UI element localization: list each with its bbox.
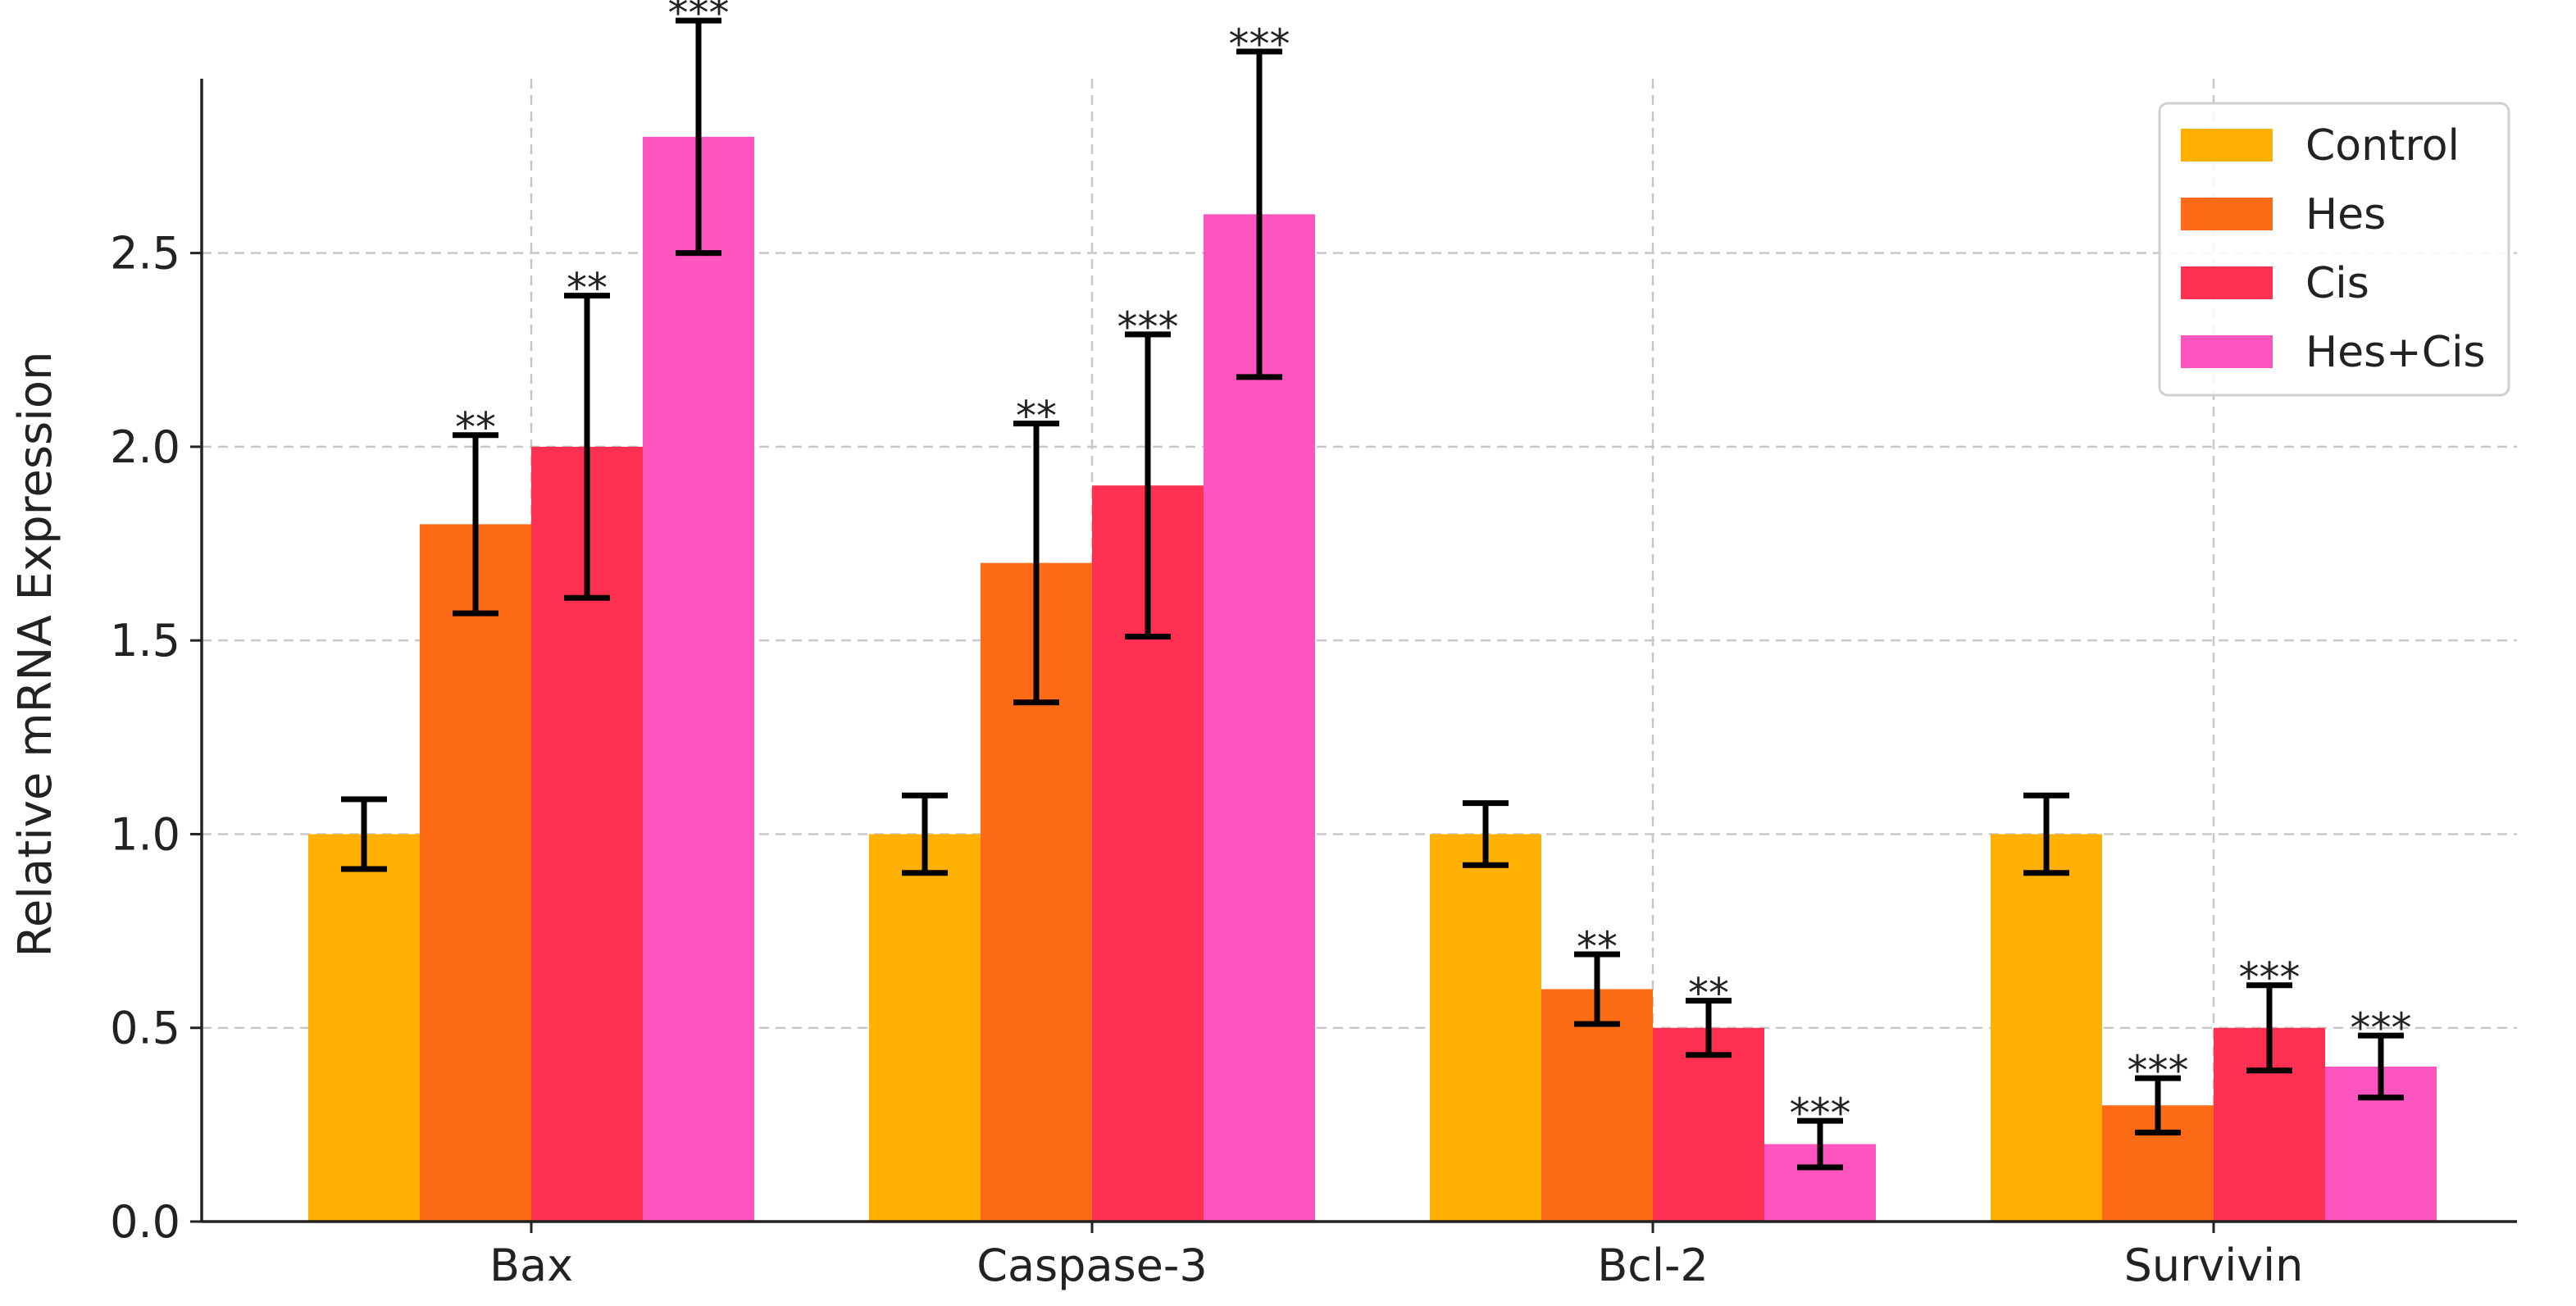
- bar: [1430, 834, 1541, 1222]
- significance-label: ***: [1117, 303, 1179, 351]
- bar: [1541, 989, 1653, 1222]
- legend-label: Cis: [2305, 259, 2369, 308]
- significance-label: **: [1577, 923, 1618, 971]
- y-tick-label: 0.0: [110, 1196, 180, 1248]
- significance-label: ***: [668, 0, 730, 37]
- significance-labels: ** ************** ***************: [455, 0, 2412, 1137]
- y-tick-label: 0.5: [110, 1003, 180, 1054]
- legend-swatch: [2181, 129, 2273, 162]
- bar: [420, 524, 531, 1222]
- legend-label: Hes: [2305, 190, 2386, 239]
- bar: [869, 834, 981, 1222]
- x-tick-label: Caspase-3: [976, 1240, 1208, 1291]
- legend: Control Hes Cis Hes+Cis: [2158, 102, 2510, 397]
- legend-swatch: [2181, 335, 2273, 368]
- significance-label: **: [455, 404, 496, 452]
- bars: [308, 136, 2437, 1222]
- significance-label: ***: [1790, 1090, 1851, 1137]
- y-axis-label: Relative mRNA Expression: [9, 351, 62, 957]
- legend-frame: [2158, 102, 2510, 397]
- bar: [308, 834, 420, 1222]
- y-tick-label: 2.0: [110, 421, 180, 473]
- x-tick-label: Survivin: [2124, 1240, 2304, 1291]
- significance-label: **: [1688, 970, 1729, 1017]
- x-tick-label: Bcl-2: [1597, 1240, 1709, 1291]
- legend-label: Control: [2305, 121, 2460, 171]
- legend-label: Hes+Cis: [2305, 328, 2486, 377]
- tick-labels: 0.0 0.5 1.0 1.5 2.0 2.5 Bax Caspase-3 Bcl-2 Survi…: [110, 228, 2303, 1291]
- significance-label: **: [1016, 393, 1057, 440]
- significance-label: ***: [2351, 1004, 2412, 1052]
- bar: [643, 136, 754, 1222]
- significance-label: ***: [1229, 20, 1290, 68]
- bar: [1204, 214, 1315, 1222]
- significance-label: ***: [2239, 954, 2301, 1002]
- bar: [1653, 1027, 1764, 1222]
- error-bars: [341, 17, 2404, 1171]
- y-tick-label: 2.5: [110, 228, 180, 280]
- x-tick-label: Bax: [489, 1240, 573, 1291]
- bar: [1991, 834, 2102, 1222]
- y-tick-label: 1.5: [110, 615, 180, 667]
- y-tick-label: 1.0: [110, 808, 180, 860]
- legend-swatch: [2181, 266, 2273, 299]
- significance-label: ***: [2128, 1047, 2189, 1094]
- legend-swatch: [2181, 198, 2273, 230]
- significance-label: **: [567, 265, 608, 312]
- axes: [190, 79, 2517, 1233]
